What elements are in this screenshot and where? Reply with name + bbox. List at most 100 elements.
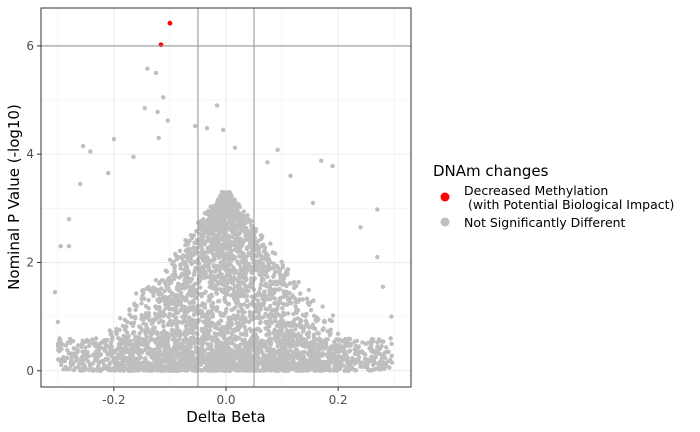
point-not-significant: [273, 364, 279, 369]
point-not-significant: [169, 290, 175, 296]
point-not-significant: [268, 312, 273, 317]
point-not-significant: [359, 349, 365, 354]
point-not-significant: [219, 313, 224, 318]
point-not-significant: [264, 363, 269, 368]
point-not-significant: [272, 327, 277, 332]
threshold-lines: [41, 8, 411, 387]
point-not-significant: [187, 327, 192, 332]
point-not-significant: [143, 357, 148, 362]
point-not-significant: [320, 327, 325, 333]
point-not-significant: [272, 333, 278, 339]
point-not-significant: [315, 348, 320, 353]
point-not-significant: [173, 274, 178, 279]
point-not-significant: [240, 280, 245, 285]
point-not-significant: [205, 274, 210, 280]
point-not-significant: [278, 278, 283, 284]
point-not-significant: [204, 125, 210, 131]
point-not-significant: [191, 365, 197, 370]
point-not-significant: [232, 336, 237, 341]
point-not-significant: [117, 316, 123, 321]
point-not-significant: [219, 341, 225, 346]
point-not-significant: [86, 340, 92, 345]
point-not-significant: [272, 301, 277, 306]
point-not-significant: [210, 302, 215, 307]
legend-key-not-significant: [440, 217, 450, 227]
point-not-significant: [66, 216, 72, 222]
point-not-significant: [292, 285, 297, 291]
point-not-significant: [247, 326, 252, 332]
point-not-significant: [308, 353, 314, 358]
point-not-significant: [315, 330, 320, 336]
point-not-significant: [235, 313, 240, 318]
point-not-significant: [133, 362, 138, 367]
point-not-significant: [171, 259, 176, 264]
point-not-significant: [274, 280, 279, 286]
point-not-significant: [223, 310, 228, 316]
point-not-significant: [369, 338, 375, 343]
point-not-significant: [244, 298, 250, 303]
point-not-significant: [184, 264, 190, 269]
point-not-significant: [95, 367, 100, 373]
point-not-significant: [290, 338, 296, 343]
point-not-significant: [246, 261, 252, 267]
point-not-significant: [67, 366, 72, 372]
point-not-significant: [214, 209, 220, 214]
point-not-significant: [291, 281, 296, 286]
point-not-significant: [280, 263, 285, 268]
point-not-significant: [268, 303, 273, 309]
point-not-significant: [128, 365, 134, 370]
point-not-significant: [257, 368, 262, 373]
point-not-significant: [263, 326, 268, 331]
point-not-significant: [339, 338, 344, 344]
point-not-significant: [224, 272, 229, 278]
point-not-significant: [297, 341, 302, 346]
point-not-significant: [298, 291, 303, 296]
point-not-significant: [215, 237, 221, 243]
point-not-significant: [237, 260, 242, 265]
point-not-significant: [164, 284, 169, 289]
point-not-significant: [312, 337, 318, 342]
point-not-significant: [287, 290, 292, 296]
point-not-significant: [251, 340, 256, 345]
point-not-significant: [272, 272, 277, 277]
point-not-significant: [232, 360, 237, 365]
point-not-significant: [346, 349, 351, 354]
point-not-significant: [153, 304, 158, 309]
point-not-significant: [220, 253, 225, 258]
point-not-significant: [332, 352, 337, 358]
legend: DNAm changes Decreased Methylation (with…: [433, 162, 674, 230]
point-not-significant: [174, 367, 179, 372]
point-not-significant: [241, 221, 246, 226]
point-not-significant: [120, 323, 126, 329]
point-not-significant: [279, 340, 284, 345]
point-not-significant: [154, 358, 160, 363]
point-not-significant: [382, 366, 387, 371]
y-tick-label: 6: [26, 39, 34, 53]
point-not-significant: [352, 339, 357, 344]
point-not-significant: [98, 368, 103, 373]
point-not-significant: [186, 276, 192, 282]
point-not-significant: [223, 360, 229, 365]
point-not-significant: [206, 267, 212, 273]
point-not-significant: [241, 209, 246, 214]
point-not-significant: [130, 342, 135, 348]
point-not-significant: [80, 143, 86, 149]
point-not-significant: [360, 340, 365, 345]
y-tick-label: 4: [26, 147, 34, 161]
point-not-significant: [209, 280, 214, 285]
point-not-significant: [236, 309, 241, 314]
point-not-significant: [201, 332, 206, 337]
point-not-significant: [223, 299, 228, 305]
point-not-significant: [239, 236, 244, 242]
point-not-significant: [224, 306, 229, 312]
point-not-significant: [303, 367, 308, 373]
point-not-significant: [141, 321, 146, 326]
point-not-significant: [266, 328, 271, 334]
point-not-significant: [143, 336, 149, 342]
point-not-significant: [265, 307, 271, 312]
point-not-significant: [215, 305, 220, 310]
point-not-significant: [345, 361, 351, 367]
point-not-significant: [244, 246, 250, 252]
point-not-significant: [207, 361, 213, 366]
point-not-significant: [216, 321, 222, 327]
